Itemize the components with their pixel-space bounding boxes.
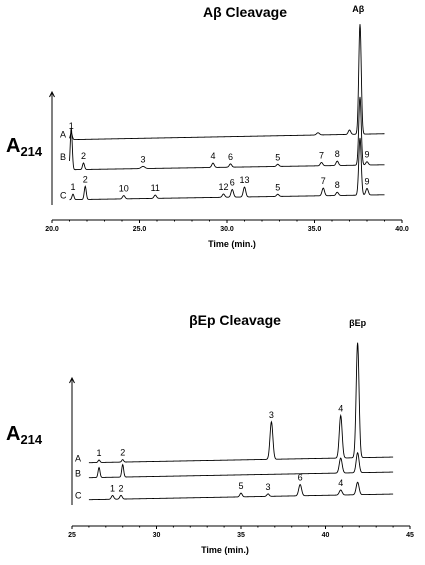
x-tick-label: 25.0: [133, 226, 147, 233]
y-axis-label-main: A: [6, 135, 20, 157]
peak-label: 6: [228, 152, 233, 162]
panel-abeta-cleavage: Aβ Cleavage A214 Time (min.) 20.0 25.0 30.…: [6, 4, 409, 249]
trace-b: [88, 451, 394, 479]
peak-label: 3: [266, 482, 271, 492]
peak-label: 13: [239, 175, 249, 185]
peak-label: 6: [298, 473, 303, 483]
y-axis-label-main: A: [6, 423, 20, 445]
peak-label: 7: [319, 150, 324, 160]
x-tick-label: 35.0: [308, 226, 322, 233]
trace-c: [88, 481, 394, 501]
y-axis-label-sub: 214: [20, 432, 42, 447]
y-axis-label: A214: [6, 423, 43, 447]
x-tick-label: 20.0: [45, 226, 59, 233]
y-axis-arrow: [69, 376, 75, 384]
peak-label: 9: [364, 176, 369, 186]
peak-label: 8: [335, 149, 340, 159]
trace-a: [69, 24, 385, 141]
trace-label-c: C: [75, 491, 82, 501]
peak-label: 7: [321, 176, 326, 186]
peak-label: 12: [218, 182, 228, 192]
x-tick-label: 25: [68, 532, 76, 539]
peak-label: 5: [238, 481, 243, 491]
x-axis-label: Time (min.): [208, 239, 256, 249]
x-tick-label: 35: [237, 532, 245, 539]
peak-label: 4: [338, 478, 343, 488]
trace-label-c: C: [60, 191, 67, 201]
peak-label: 3: [269, 410, 274, 420]
peak-label: 2: [81, 151, 86, 161]
peak-label: 5: [275, 152, 280, 162]
peak-label: 9: [364, 150, 369, 160]
trace-b: [69, 96, 385, 171]
main-peak-label: βEp: [349, 318, 366, 328]
peak-label: 2: [83, 174, 88, 184]
y-axis-label-sub: 214: [20, 144, 42, 159]
peak-label: 2: [119, 483, 124, 493]
peak-label: 11: [151, 183, 160, 193]
trace-c: [69, 137, 385, 201]
trace-label-a: A: [60, 129, 66, 139]
peak-label: 4: [210, 151, 215, 161]
x-tick-label: 40: [322, 532, 330, 539]
peak-label: 2: [120, 448, 125, 458]
trace-label-a: A: [75, 454, 81, 464]
main-peak-label: Aβ: [352, 4, 364, 14]
peak-label: 1: [70, 182, 75, 192]
peak-label: 10: [119, 184, 129, 194]
x-tick-label: 40.0: [395, 226, 409, 233]
peak-label: 3: [140, 154, 145, 164]
peak-label: 8: [335, 180, 340, 190]
y-axis-label: A214: [6, 135, 43, 159]
panel-title: Aβ Cleavage: [203, 4, 287, 20]
peak-label: 5: [275, 182, 280, 192]
trace-a: [88, 342, 394, 464]
panel-title: βEp Cleavage: [189, 312, 281, 328]
peak-label: 4: [338, 404, 343, 414]
peak-label: 1: [110, 484, 115, 494]
panel-bep-cleavage: βEp Cleavage A214 Time (min.) 25 30 35 40 45…: [6, 312, 414, 555]
y-axis-arrow: [49, 90, 55, 98]
x-tick-label: 30: [153, 532, 161, 539]
x-tick-label: 45: [406, 532, 414, 539]
x-tick-label: 30.0: [220, 226, 234, 233]
peak-label: 6: [230, 177, 235, 187]
peak-label: 1: [69, 121, 74, 131]
trace-label-b: B: [75, 469, 81, 479]
x-axis-label: Time (min.): [201, 545, 249, 555]
peak-label: 1: [97, 448, 102, 458]
trace-label-b: B: [60, 152, 66, 162]
